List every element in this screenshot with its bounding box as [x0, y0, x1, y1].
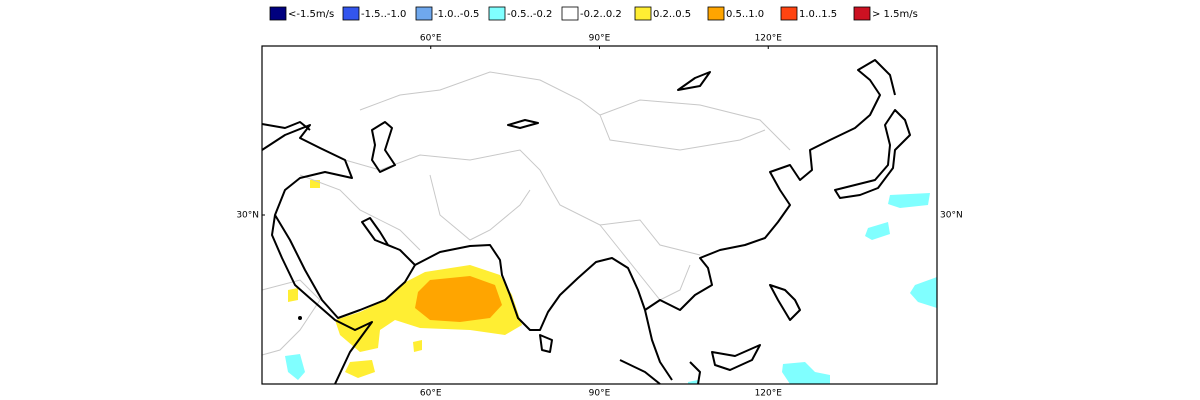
legend-label: 1.0..1.5 [799, 9, 837, 20]
legend: <-1.5m/s -1.5..-1.0 -1.0..-0.5 -0.5..-0.2 -0… [269, 6, 918, 21]
legend-label: > 1.5m/s [872, 9, 918, 20]
legend-swatch [780, 6, 798, 21]
coastline [619, 359, 701, 385]
cyan-area [910, 277, 937, 308]
yellow-area [345, 360, 375, 378]
coastline [834, 109, 911, 199]
coastline [677, 71, 711, 91]
border [429, 174, 531, 241]
border [299, 174, 421, 251]
cyan-area [285, 354, 305, 380]
coastline [769, 284, 801, 321]
x-tick-label: 60°E [420, 34, 442, 44]
coastline [414, 244, 673, 381]
legend-swatch [342, 6, 360, 21]
x-tick-label: 90°E [589, 389, 611, 399]
legend-label: -0.2..0.2 [580, 9, 622, 20]
x-tick-label: 120°E [755, 389, 783, 399]
coastline [371, 121, 396, 173]
cyan-area [865, 222, 890, 240]
border [344, 149, 701, 256]
yellow-area [288, 288, 298, 302]
legend-swatch [269, 6, 287, 21]
x-tick-label: 90°E [589, 34, 611, 44]
orange-area [415, 276, 502, 322]
legend-swatch [634, 6, 652, 21]
legend-label: -0.5..-0.2 [507, 9, 552, 20]
coastline [711, 344, 761, 371]
coastline [539, 334, 553, 353]
legend-label: <-1.5m/s [288, 9, 334, 20]
coastline [261, 124, 373, 385]
coastline [274, 214, 416, 319]
legend-swatch [415, 6, 433, 21]
x-tick-label: 60°E [420, 389, 442, 399]
yellow-area [310, 180, 320, 188]
legend-label: 0.5..1.0 [726, 9, 764, 20]
x-tick-label: 120°E [755, 34, 783, 44]
legend-swatch [488, 6, 506, 21]
coastline [644, 59, 896, 311]
cyan-area [888, 193, 930, 208]
legend-swatch [853, 6, 871, 21]
island [298, 316, 302, 320]
border [599, 114, 766, 151]
legend-label: -1.0..-0.5 [434, 9, 479, 20]
coastlines [261, 59, 911, 385]
border [599, 224, 691, 301]
legend-swatch [707, 6, 725, 21]
cyan-area [688, 380, 700, 384]
legend-swatch [561, 6, 579, 21]
border [359, 71, 791, 151]
coastline [261, 121, 311, 131]
country-borders [261, 71, 791, 356]
coastline [507, 119, 539, 129]
cyan-area [782, 362, 830, 384]
graticule-labels: 60°E 60°E 90°E 90°E 120°E 120°E 30°N 30°N [236, 34, 962, 399]
yellow-area [413, 340, 422, 352]
y-tick-label: 30°N [236, 211, 259, 221]
legend-label: -1.5..-1.0 [361, 9, 406, 20]
legend-label: 0.2..0.5 [653, 9, 691, 20]
anomaly-fields [285, 180, 937, 384]
y-tick-label: 30°N [940, 211, 963, 221]
